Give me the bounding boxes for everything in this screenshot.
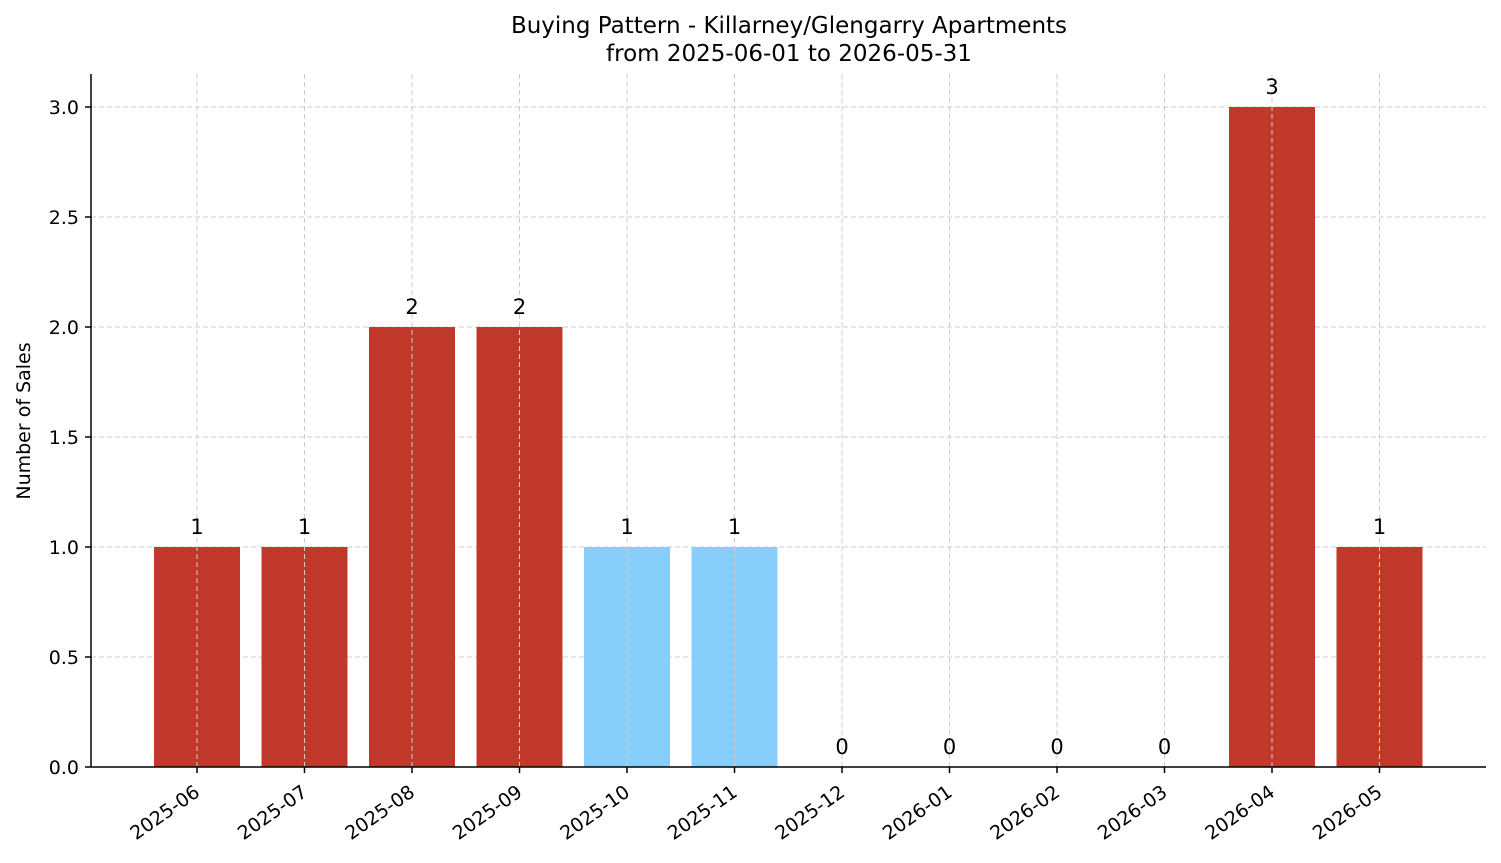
- y-tick-label: 1.0: [49, 537, 79, 559]
- bar-value-labels: 1 1 2 2 1 1 0 0 0 0 3 1: [190, 74, 1386, 767]
- x-tick-label: 2025-12: [771, 781, 849, 845]
- x-tick-label: 2025-11: [664, 781, 742, 845]
- chart-title: Buying Pattern - Killarney/Glengarry Apa…: [511, 13, 1067, 39]
- bar-value-label: 1: [1373, 515, 1386, 539]
- bar-value-label: 0: [1050, 735, 1063, 759]
- x-tick-label: 2025-06: [126, 781, 204, 845]
- bar-value-label: 0: [1158, 735, 1171, 759]
- x-tick-label: 2025-07: [234, 781, 312, 845]
- y-tick-label: 0.0: [49, 757, 79, 779]
- x-tick-label: 2025-08: [341, 781, 419, 845]
- bar-value-label: 1: [190, 515, 203, 539]
- x-tick-label: 2025-09: [449, 781, 527, 845]
- bars: [154, 107, 1423, 767]
- bar-value-label: 0: [943, 735, 956, 759]
- x-ticks: 2025-06 2025-07 2025-08 2025-09 2025-10 2025-…: [126, 767, 1386, 845]
- bar-value-label: 1: [298, 515, 311, 539]
- x-tick-label: 2026-04: [1201, 781, 1279, 845]
- chart-subtitle: from 2025-06-01 to 2026-05-31: [606, 41, 972, 67]
- y-tick-label: 1.5: [49, 427, 79, 449]
- bar-value-label: 1: [728, 515, 741, 539]
- bar-value-label: 1: [620, 515, 633, 539]
- bar-value-label: 2: [513, 295, 526, 319]
- x-tick-label: 2026-05: [1309, 781, 1387, 845]
- y-tick-label: 3.0: [49, 97, 79, 119]
- x-tick-label: 2026-01: [879, 781, 957, 845]
- bar-value-label: 0: [835, 735, 848, 759]
- bar-value-label: 3: [1265, 75, 1278, 99]
- x-tick-label: 2026-03: [1094, 781, 1172, 845]
- y-ticks: 0.0 0.5 1.0 1.5 2.0 2.5 3.0: [49, 97, 91, 779]
- y-tick-label: 2.5: [49, 207, 79, 229]
- x-tick-label: 2025-10: [556, 781, 634, 845]
- y-axis-label: Number of Sales: [13, 342, 35, 499]
- y-tick-label: 2.0: [49, 317, 79, 339]
- bar-value-label: 2: [405, 295, 418, 319]
- x-tick-label: 2026-02: [986, 781, 1064, 845]
- axes: [90, 74, 1486, 768]
- y-tick-label: 0.5: [49, 647, 79, 669]
